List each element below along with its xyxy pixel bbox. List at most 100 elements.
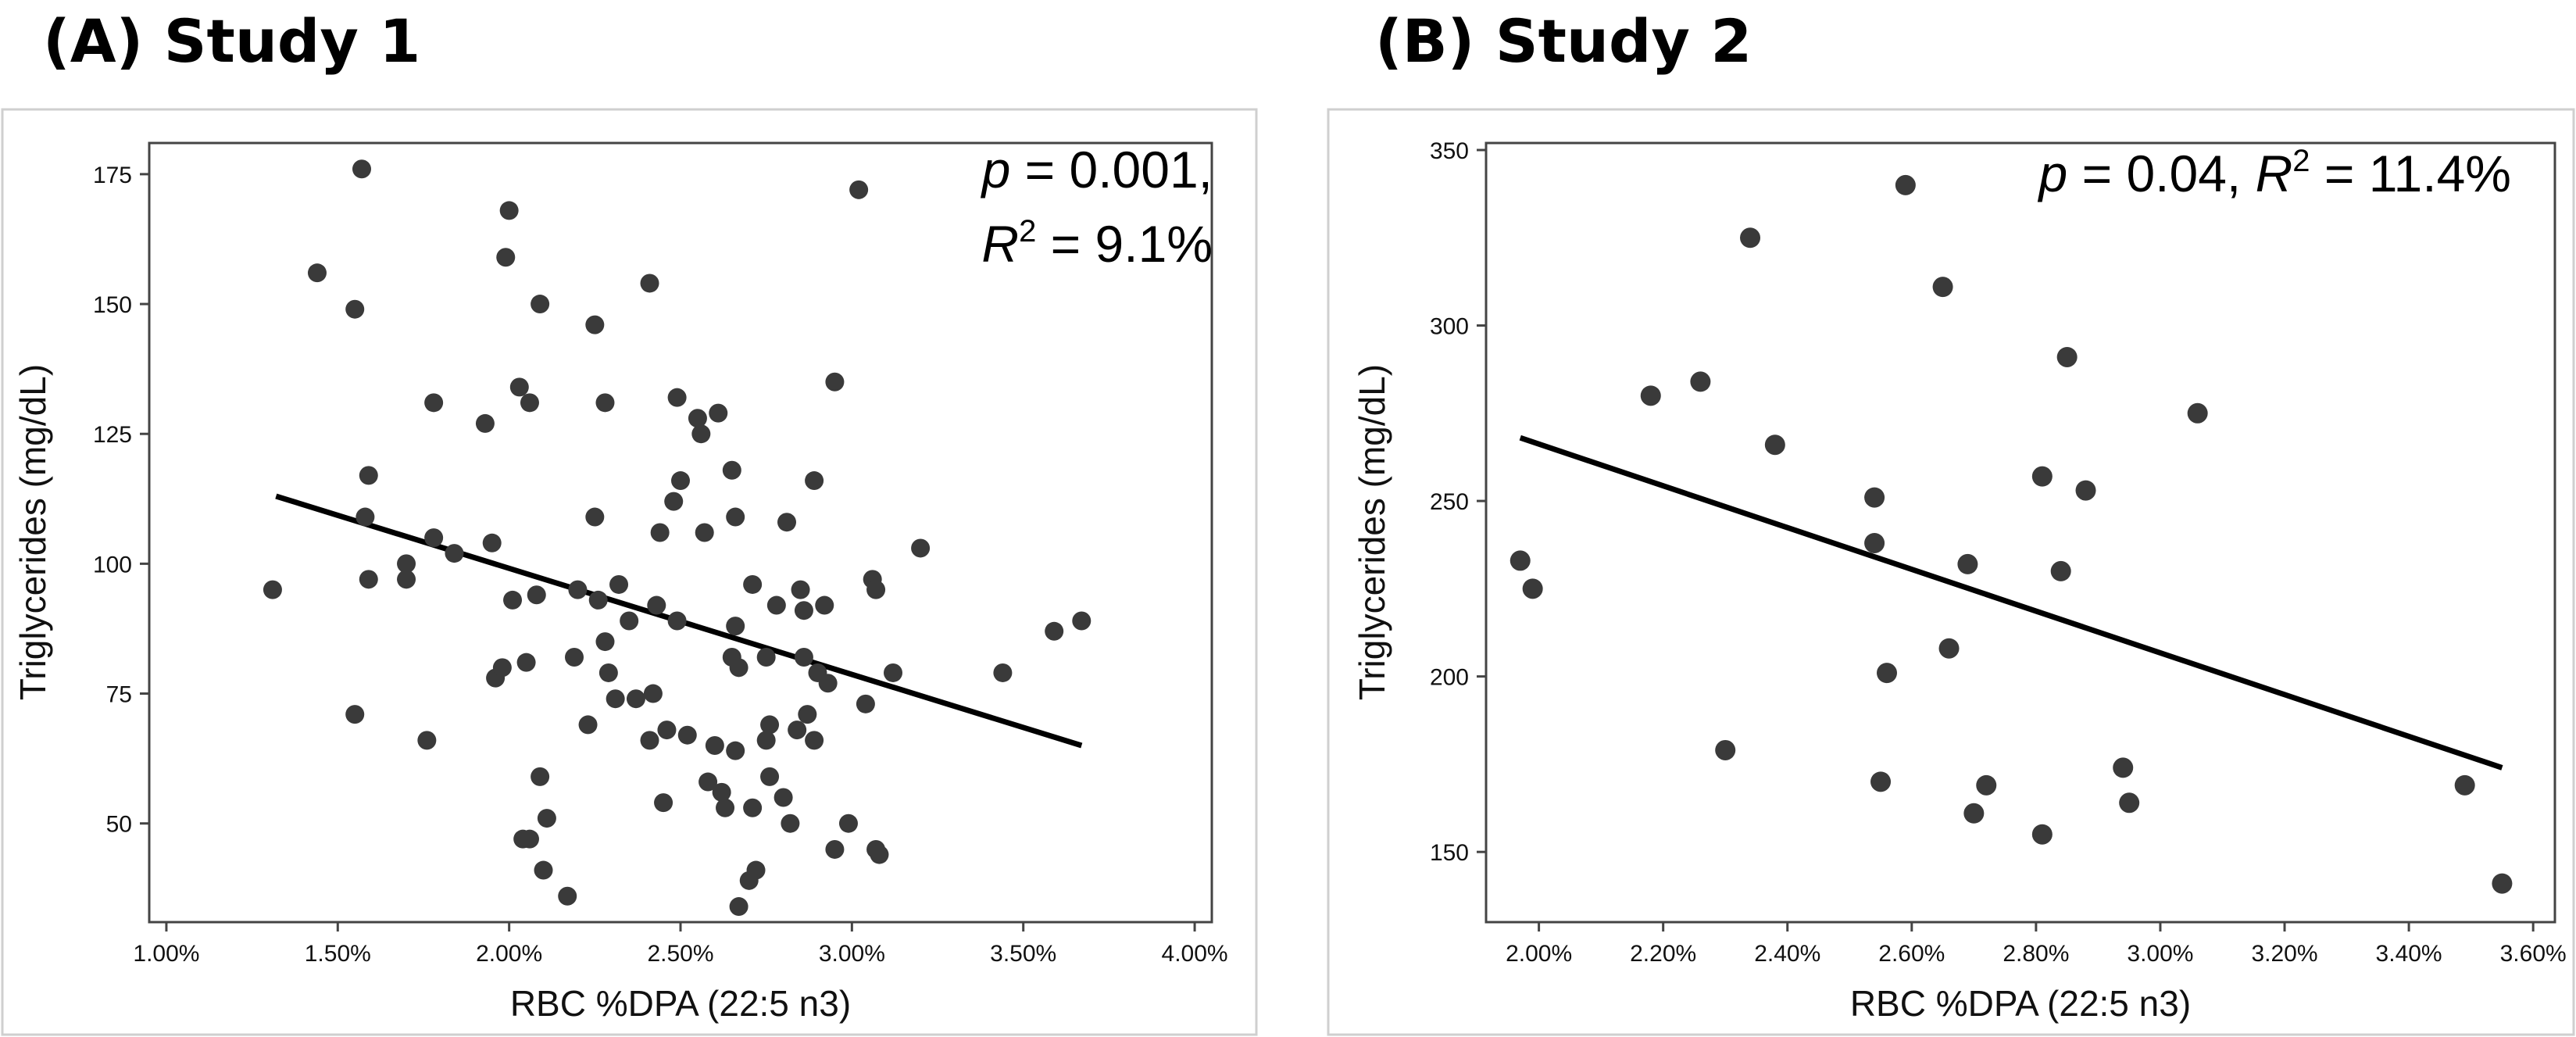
panel-b-x-tick-label: 3.20% bbox=[2251, 941, 2317, 967]
panel-a-data-point bbox=[664, 492, 684, 511]
panel-b-data-point bbox=[1957, 553, 1978, 574]
panel-a-data-point bbox=[691, 424, 711, 444]
panel-b-data-point bbox=[1895, 174, 1916, 195]
panel-b-data-point bbox=[1877, 663, 1897, 684]
panel-a-data-point bbox=[766, 595, 786, 615]
panel-a-data-point bbox=[722, 460, 741, 480]
panel-a-x-tick-label: 2.00% bbox=[476, 941, 542, 967]
panel-a-data-point bbox=[520, 829, 539, 849]
panel-a-data-point bbox=[746, 860, 766, 880]
panel-a-data-point bbox=[359, 570, 378, 589]
panel-a-data-point bbox=[788, 721, 807, 740]
panel-a-data-point bbox=[677, 725, 697, 745]
panel-b-trend-line bbox=[1519, 434, 2503, 771]
panel-a-data-point bbox=[688, 409, 707, 428]
panel-a-data-point bbox=[1072, 611, 1091, 631]
panel-a-data-point bbox=[777, 513, 796, 532]
panel-a-data-point bbox=[588, 590, 608, 610]
panel-a-data-point bbox=[482, 533, 502, 552]
panel-b-data-point bbox=[2050, 560, 2071, 581]
panel-b-y-axis-label: Triglycerides (mg/dL) bbox=[1352, 364, 1392, 700]
panel-b-y-tick-label: 300 bbox=[1430, 314, 1469, 340]
panel-a-data-point bbox=[825, 372, 845, 392]
panel-a-data-point bbox=[818, 674, 838, 693]
panel-a-data-point bbox=[503, 590, 523, 610]
panel-a-data-point bbox=[712, 782, 731, 802]
panel-a-data-point bbox=[565, 648, 584, 667]
panel-a-data-point bbox=[568, 580, 588, 599]
panel-a-data-point bbox=[620, 611, 639, 631]
panel-b-data-point bbox=[2454, 774, 2475, 796]
panel-a-data-point bbox=[417, 731, 437, 750]
panel-b-x-tick-label: 2.40% bbox=[1754, 941, 1820, 967]
panel-a-data-point bbox=[884, 663, 902, 682]
panel-a-data-point bbox=[397, 570, 416, 589]
panel-a-data-point bbox=[1045, 621, 1064, 641]
panel-a-data-point bbox=[698, 772, 718, 792]
panel-b-y-tick-label: 350 bbox=[1430, 138, 1469, 164]
panel-a-data-point bbox=[726, 507, 745, 527]
panel-a-y-axis-label: Triglycerides (mg/dL) bbox=[13, 364, 53, 700]
panel-a-data-point bbox=[657, 721, 677, 740]
panel-b-r-value: = 11.4% bbox=[2310, 145, 2511, 202]
panel-a-data-point bbox=[805, 471, 824, 491]
panel-a-data-point bbox=[743, 574, 763, 594]
panel-b-data-point bbox=[1864, 487, 1885, 508]
panel-a-data-point bbox=[352, 159, 371, 179]
panel-b-x-tick-label: 3.00% bbox=[2127, 941, 2193, 967]
panel-a-data-point bbox=[397, 554, 416, 574]
panel-a-y-tick-label: 125 bbox=[93, 422, 132, 448]
panel-a-data-point bbox=[726, 617, 745, 636]
panel-b-data-point bbox=[1690, 371, 1711, 392]
panel-b-x-tick-label: 2.20% bbox=[1630, 941, 1696, 967]
panel-a-data-point bbox=[499, 201, 519, 220]
panel-b-p-value: = 0.04, bbox=[2067, 145, 2255, 202]
panel-a-x-tick-label: 1.50% bbox=[305, 941, 371, 967]
panel-a-data-point bbox=[606, 689, 625, 709]
panel-b-data-point bbox=[1870, 771, 1892, 792]
panel-b-y-tick-label: 150 bbox=[1430, 840, 1469, 866]
panel-a-p-value: = 0.001, bbox=[1010, 141, 1213, 198]
panel-a-data-point bbox=[838, 814, 858, 833]
panel-a-data-point bbox=[805, 731, 824, 750]
panel-a-data-point bbox=[650, 523, 670, 542]
panel-a-annotation-line1: p = 0.001, bbox=[981, 141, 1213, 198]
panel-a-data-point bbox=[756, 731, 776, 750]
panel-b-x-tick-label: 3.40% bbox=[2376, 941, 2442, 967]
panel-a-data-point bbox=[815, 595, 834, 615]
panel-a-data-point bbox=[345, 299, 365, 319]
panel-a-data-point bbox=[825, 839, 845, 859]
panel-a-data-point bbox=[585, 507, 605, 527]
panel-a-data-point bbox=[791, 580, 810, 599]
panel-b-frame bbox=[1327, 108, 2575, 1036]
panel-a-data-point bbox=[849, 180, 869, 199]
panel-b-data-point bbox=[2492, 873, 2513, 894]
panel-a-data-point bbox=[993, 663, 1013, 682]
panel-b-data-point bbox=[1740, 227, 1761, 249]
panel-b-p-symbol: p bbox=[2038, 145, 2068, 202]
panel-a-x-tick-label: 3.50% bbox=[990, 941, 1056, 967]
panel-b-data-point bbox=[1715, 739, 1736, 760]
panel-b-data-point bbox=[2031, 466, 2053, 487]
panel-a-r-superscript: 2 bbox=[1019, 214, 1036, 249]
panel-b-data-point bbox=[1963, 803, 1985, 824]
panel-a-data-point bbox=[424, 393, 444, 413]
panel-a-data-point bbox=[866, 580, 886, 599]
panel-a-y-tick-label: 150 bbox=[93, 292, 132, 318]
panel-a-data-point bbox=[263, 580, 282, 599]
panel-b-y-tick-label: 250 bbox=[1430, 489, 1469, 515]
panel-a-data-point bbox=[760, 715, 780, 735]
panel-b-data-point bbox=[1976, 774, 1997, 796]
panel-b-data-point bbox=[2119, 792, 2140, 814]
panel-b-data-point bbox=[2056, 346, 2078, 367]
panel-a-data-point bbox=[798, 705, 817, 724]
panel-a-data-point bbox=[671, 471, 690, 491]
panel-a-data-point bbox=[705, 736, 724, 756]
panel-a-data-point bbox=[598, 663, 618, 682]
panel-b-data-point bbox=[1764, 434, 1785, 456]
panel-b-x-axis-label: RBC %DPA (22:5 n3) bbox=[1850, 983, 2191, 1024]
panel-a-data-point bbox=[537, 809, 556, 828]
panel-a-data-point bbox=[781, 814, 800, 833]
panel-a-data-point bbox=[359, 466, 378, 485]
